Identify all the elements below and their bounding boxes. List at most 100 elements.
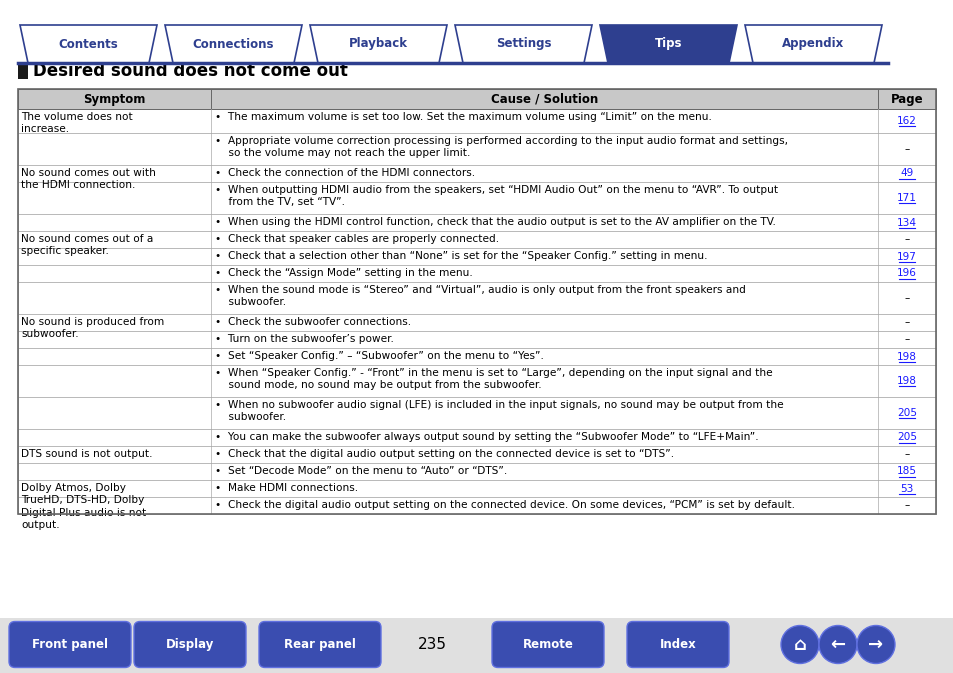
Text: •  When no subwoofer audio signal (LFE) is included in the input signals, no sou: • When no subwoofer audio signal (LFE) i… <box>214 400 782 423</box>
FancyBboxPatch shape <box>9 621 131 668</box>
Text: No sound comes out of a
specific speaker.: No sound comes out of a specific speaker… <box>21 234 153 256</box>
Bar <box>0 618 953 673</box>
Text: •  Check that a selection other than “None” is set for the “Speaker Config.” set: • Check that a selection other than “Non… <box>214 251 707 261</box>
Text: ←: ← <box>829 635 844 653</box>
Text: •  When outputting HDMI audio from the speakers, set “HDMI Audio Out” on the men: • When outputting HDMI audio from the sp… <box>214 185 778 207</box>
Bar <box>18 497 935 514</box>
Text: Display: Display <box>166 638 214 651</box>
Text: 205: 205 <box>896 408 916 418</box>
Text: The volume does not
increase.: The volume does not increase. <box>21 112 132 135</box>
Bar <box>18 348 935 365</box>
Text: •  Turn on the subwoofer’s power.: • Turn on the subwoofer’s power. <box>214 334 394 344</box>
Text: 162: 162 <box>896 116 916 126</box>
Text: 134: 134 <box>896 217 916 227</box>
Text: 196: 196 <box>896 269 916 279</box>
Bar <box>18 480 935 497</box>
Text: Settings: Settings <box>496 38 551 50</box>
FancyBboxPatch shape <box>626 621 728 668</box>
Bar <box>18 429 935 446</box>
Text: →: → <box>867 635 882 653</box>
Bar <box>18 463 935 480</box>
Text: •  When the sound mode is “Stereo” and “Virtual”, audio is only output from the : • When the sound mode is “Stereo” and “V… <box>214 285 745 308</box>
Text: •  When “Speaker Config.” - “Front” in the menu is set to “Large”, depending on : • When “Speaker Config.” - “Front” in th… <box>214 368 772 390</box>
Text: 198: 198 <box>896 351 916 361</box>
Text: –: – <box>903 293 908 303</box>
Text: Index: Index <box>659 638 696 651</box>
Text: 235: 235 <box>417 637 446 652</box>
Text: •  Check the connection of the HDMI connectors.: • Check the connection of the HDMI conne… <box>214 168 475 178</box>
Text: ⌂: ⌂ <box>793 635 805 653</box>
Text: •  Appropriate volume correction processing is performed according to the input : • Appropriate volume correction processi… <box>214 136 787 158</box>
Text: 49: 49 <box>900 168 913 178</box>
Text: DTS sound is not output.: DTS sound is not output. <box>21 449 152 459</box>
Text: •  Set “Speaker Config.” – “Subwoofer” on the menu to “Yes”.: • Set “Speaker Config.” – “Subwoofer” on… <box>214 351 543 361</box>
FancyBboxPatch shape <box>492 621 603 668</box>
Text: 53: 53 <box>900 483 913 493</box>
Bar <box>18 314 935 331</box>
Polygon shape <box>310 25 447 63</box>
Text: Appendix: Appendix <box>781 38 843 50</box>
Text: •  You can make the subwoofer always output sound by setting the “Subwoofer Mode: • You can make the subwoofer always outp… <box>214 432 758 442</box>
Text: •  When using the HDMI control function, check that the audio output is set to t: • When using the HDMI control function, … <box>214 217 775 227</box>
Bar <box>18 248 935 265</box>
Bar <box>18 65 28 79</box>
Text: Contents: Contents <box>58 38 118 50</box>
Text: 171: 171 <box>896 193 916 203</box>
Text: Cause / Solution: Cause / Solution <box>491 92 598 106</box>
Text: •  Check that the digital audio output setting on the connected device is set to: • Check that the digital audio output se… <box>214 449 674 459</box>
Circle shape <box>818 625 856 664</box>
Text: •  Check the subwoofer connections.: • Check the subwoofer connections. <box>214 317 411 327</box>
Bar <box>18 214 935 231</box>
Text: Rear panel: Rear panel <box>284 638 355 651</box>
Text: 185: 185 <box>896 466 916 476</box>
Text: 198: 198 <box>896 376 916 386</box>
Text: Remote: Remote <box>522 638 573 651</box>
Bar <box>18 133 935 165</box>
Bar <box>18 89 935 109</box>
Text: Front panel: Front panel <box>32 638 108 651</box>
Bar <box>18 365 935 397</box>
Bar <box>18 282 935 314</box>
Text: •  The maximum volume is set too low. Set the maximum volume using “Limit” on th: • The maximum volume is set too low. Set… <box>214 112 711 122</box>
Text: –: – <box>903 318 908 328</box>
Text: 205: 205 <box>896 433 916 443</box>
Bar <box>18 265 935 282</box>
Circle shape <box>856 625 894 664</box>
Text: •  Check that speaker cables are properly connected.: • Check that speaker cables are properly… <box>214 234 498 244</box>
Bar <box>18 446 935 463</box>
Bar <box>18 231 935 248</box>
Text: No sound comes out with
the HDMI connection.: No sound comes out with the HDMI connect… <box>21 168 155 190</box>
Text: Tips: Tips <box>654 38 681 50</box>
Text: –: – <box>903 501 908 511</box>
Text: •  Set “Decode Mode” on the menu to “Auto” or “DTS”.: • Set “Decode Mode” on the menu to “Auto… <box>214 466 507 476</box>
Bar <box>18 182 935 214</box>
Bar <box>18 89 935 514</box>
Text: Connections: Connections <box>193 38 274 50</box>
Text: –: – <box>903 234 908 244</box>
Text: No sound is produced from
subwoofer.: No sound is produced from subwoofer. <box>21 317 164 339</box>
Text: –: – <box>903 334 908 345</box>
Polygon shape <box>455 25 592 63</box>
Text: Playback: Playback <box>349 38 408 50</box>
FancyBboxPatch shape <box>258 621 380 668</box>
Polygon shape <box>744 25 882 63</box>
Text: Symptom: Symptom <box>83 92 146 106</box>
Text: –: – <box>903 144 908 154</box>
Text: Dolby Atmos, Dolby
TrueHD, DTS-HD, Dolby
Digital Plus audio is not
output.: Dolby Atmos, Dolby TrueHD, DTS-HD, Dolby… <box>21 483 146 530</box>
Polygon shape <box>20 25 157 63</box>
FancyBboxPatch shape <box>133 621 246 668</box>
Bar <box>18 331 935 348</box>
Text: Desired sound does not come out: Desired sound does not come out <box>33 62 348 80</box>
Polygon shape <box>599 25 737 63</box>
Text: Page: Page <box>890 92 923 106</box>
Circle shape <box>781 625 818 664</box>
Bar <box>18 165 935 182</box>
Bar <box>18 109 935 133</box>
Text: 197: 197 <box>896 252 916 262</box>
Text: –: – <box>903 450 908 460</box>
Text: •  Check the “Assign Mode” setting in the menu.: • Check the “Assign Mode” setting in the… <box>214 268 473 278</box>
Bar <box>18 397 935 429</box>
Text: •  Check the digital audio output setting on the connected device. On some devic: • Check the digital audio output setting… <box>214 500 794 510</box>
Text: •  Make HDMI connections.: • Make HDMI connections. <box>214 483 357 493</box>
Polygon shape <box>165 25 302 63</box>
